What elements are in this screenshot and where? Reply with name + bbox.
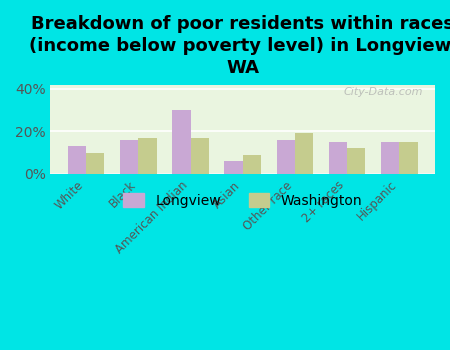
- Bar: [277, 140, 295, 174]
- Bar: [86, 153, 104, 174]
- Bar: [120, 140, 139, 174]
- Bar: [172, 110, 190, 174]
- Bar: [295, 133, 313, 174]
- Legend: Longview, Washington: Longview, Washington: [118, 187, 368, 213]
- Bar: [243, 155, 261, 174]
- Bar: [329, 142, 347, 174]
- Bar: [347, 148, 365, 174]
- Bar: [68, 146, 86, 174]
- Bar: [399, 142, 418, 174]
- Bar: [225, 161, 243, 174]
- Bar: [190, 138, 209, 174]
- Text: City-Data.com: City-Data.com: [344, 87, 423, 97]
- Bar: [381, 142, 399, 174]
- Bar: [139, 138, 157, 174]
- Title: Breakdown of poor residents within races
(income below poverty level) in Longvie: Breakdown of poor residents within races…: [29, 15, 450, 77]
